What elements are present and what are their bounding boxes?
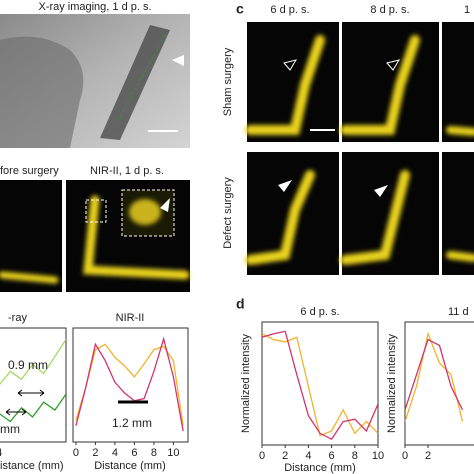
- arrowhead: [278, 180, 292, 192]
- data-line: [405, 338, 464, 411]
- chart-title: NIR-II: [116, 312, 145, 324]
- data-line: [0, 339, 66, 385]
- column-header: 1: [464, 4, 470, 16]
- chart-title: 6 d p. s.: [300, 306, 339, 318]
- y-axis-label: Normalized intensity: [386, 333, 398, 433]
- data-line: [75, 336, 184, 432]
- plot-frame: [72, 327, 189, 443]
- plot-frame: [404, 321, 474, 446]
- x-tick-label: 4: [305, 450, 311, 462]
- image-label: fore surgery: [0, 165, 59, 177]
- measure-arrow: [17, 389, 45, 397]
- chart-title: -ray: [8, 312, 27, 324]
- x-tick-label: 0: [259, 450, 265, 462]
- fluorescence: [0, 195, 190, 284]
- image-label: NIR-II, 1 d p. s.: [90, 165, 164, 177]
- arrowhead: [283, 59, 298, 71]
- xray-bone: [100, 25, 170, 140]
- x-axis-label: Distance (mm): [94, 460, 166, 472]
- panel-label: c: [236, 1, 244, 17]
- column-header: 8 d p. s.: [370, 4, 409, 16]
- plot-frame: [261, 321, 379, 446]
- x-tick-label: 10: [167, 447, 179, 459]
- xray-guide: [117, 34, 166, 121]
- arrowhead: [172, 55, 184, 66]
- data-line: [405, 331, 464, 422]
- arrowhead: [386, 59, 401, 71]
- annotation: 1.2 mm: [112, 416, 152, 430]
- zoom-box: [85, 199, 107, 223]
- x-axis-label: istance (mm): [0, 460, 64, 472]
- row-label: Sham surgery: [222, 47, 234, 116]
- x-tick-label: 4: [0, 447, 2, 459]
- x-tick-label: 8: [352, 450, 358, 462]
- xray-title: X-ray imaging, 1 d p. s.: [38, 1, 151, 13]
- data-line: [0, 393, 66, 423]
- arrowhead: [160, 198, 170, 212]
- fluorescence-images: [245, 22, 474, 275]
- x-tick-label: 2: [92, 447, 98, 459]
- x-tick-label: 0: [73, 447, 79, 459]
- image: [442, 22, 474, 142]
- data-line: [75, 343, 184, 426]
- x-tick-label: 8: [151, 447, 157, 459]
- annotation: mm: [0, 422, 20, 436]
- annotation: 0.9 mm: [8, 358, 48, 372]
- row-label: Defect surgery: [222, 177, 234, 249]
- zoom-content: [129, 199, 161, 225]
- panel-label: d: [236, 296, 245, 312]
- x-tick-label: 10: [372, 450, 384, 462]
- x-tick-label: 0: [402, 450, 408, 462]
- data-line: [262, 333, 378, 437]
- arrowhead: [374, 185, 388, 197]
- x-axis-label: Distance (mm): [284, 462, 356, 474]
- data-line: [262, 330, 378, 440]
- plot-frame: [0, 327, 67, 443]
- x-tick-label: 6: [131, 447, 137, 459]
- measure-arrow: [5, 408, 27, 416]
- xray-tissue: [0, 36, 84, 148]
- x-tick-label: 2: [425, 450, 431, 462]
- x-tick-label: 2: [282, 450, 288, 462]
- chart-title: 11 d: [448, 306, 469, 318]
- y-axis-label: Normalized intensity: [240, 333, 252, 433]
- x-tick-label: 6: [329, 450, 335, 462]
- x-tick-label: 4: [112, 447, 118, 459]
- column-header: 6 d p. s.: [270, 4, 309, 16]
